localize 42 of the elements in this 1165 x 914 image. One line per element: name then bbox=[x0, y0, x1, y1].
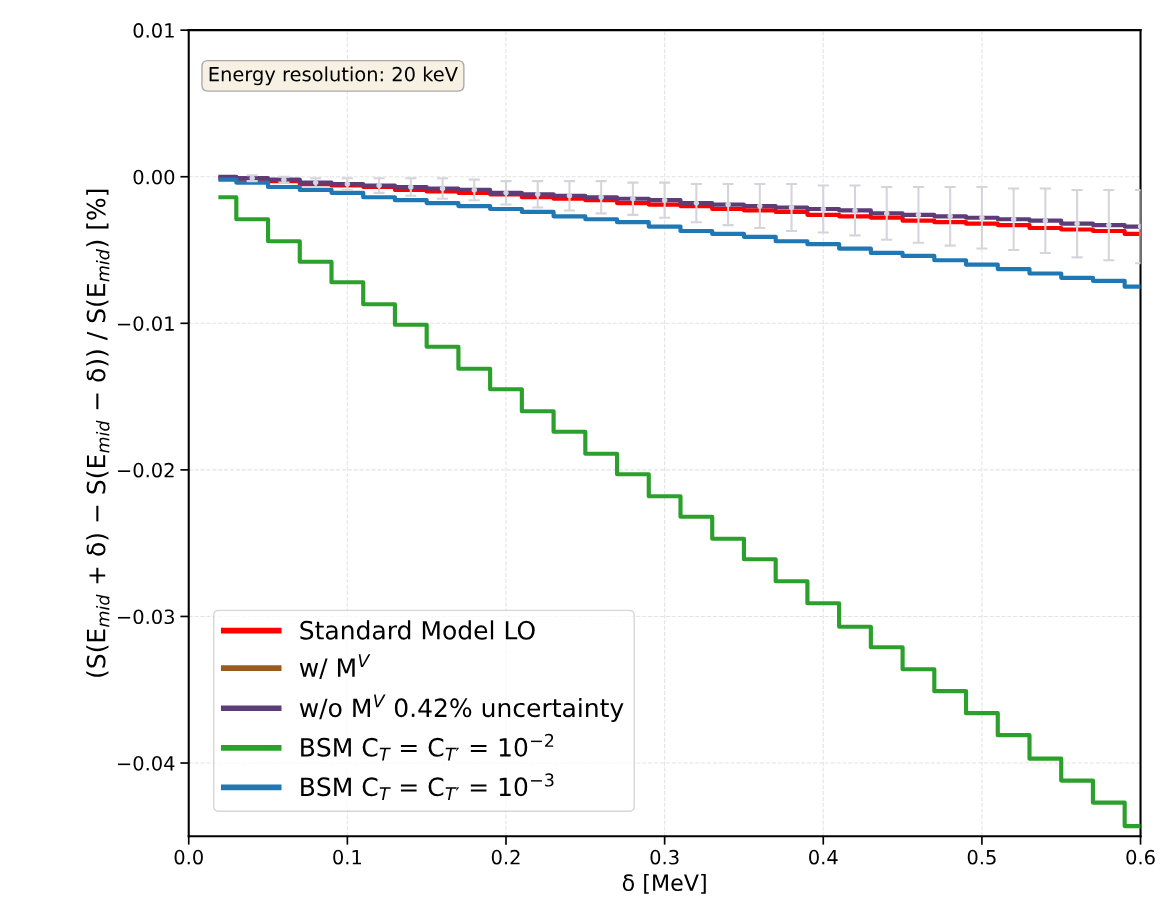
x-tick-label: 0.0 bbox=[174, 849, 203, 865]
y-tick-label: 0.00 bbox=[133, 169, 175, 185]
point bbox=[534, 191, 541, 198]
point bbox=[788, 204, 795, 211]
point bbox=[376, 182, 382, 189]
point bbox=[1042, 217, 1049, 224]
legend-label: BSM C$_{T}$ = C$_{T′}$ = 10$^{−3}$ bbox=[301, 773, 554, 801]
legend-label: w/o M$^{V}$ 0.42% uncertainty bbox=[299, 694, 624, 723]
point bbox=[408, 184, 414, 190]
point bbox=[1074, 220, 1080, 227]
x-tick-label: 0.6 bbox=[1126, 849, 1155, 865]
point bbox=[471, 187, 478, 193]
x-tick-label: 0.1 bbox=[333, 849, 362, 865]
point bbox=[883, 210, 890, 217]
annotation: Energy resolution: 20 keV bbox=[209, 66, 458, 86]
point bbox=[439, 185, 446, 192]
point bbox=[915, 212, 922, 218]
y-axis-title: (S(E$_{mid}$ + δ) − S(E$_{mid}$ − δ)) / S(E$_{mid}$) [%] bbox=[86, 189, 110, 677]
point bbox=[820, 206, 827, 212]
point bbox=[725, 201, 731, 208]
x-tick-label: 0.5 bbox=[967, 849, 996, 865]
y-tick-label: −0.01 bbox=[118, 316, 174, 331]
legend-label: w/ M$^{V}$ bbox=[299, 654, 371, 680]
point bbox=[503, 190, 509, 196]
point bbox=[661, 197, 668, 203]
x-tick-label: 0.3 bbox=[650, 849, 679, 865]
point bbox=[1106, 222, 1112, 228]
point bbox=[598, 194, 604, 201]
point bbox=[947, 213, 953, 220]
legend-label: BSM C$_{T}$ = C$_{T′}$ = 10$^{−2}$ bbox=[301, 733, 554, 761]
x-axis-title: δ [MeV] bbox=[622, 873, 706, 894]
point bbox=[566, 193, 573, 199]
legend-label: Standard Model LO bbox=[300, 620, 535, 640]
point bbox=[757, 203, 763, 209]
y-tick-label: 0.01 bbox=[133, 23, 174, 38]
x-tick-label: 0.4 bbox=[809, 849, 838, 865]
y-tick-label: −0.04 bbox=[118, 755, 175, 771]
x-tick-label: 0.2 bbox=[491, 849, 520, 865]
point bbox=[693, 200, 700, 206]
point bbox=[852, 207, 858, 214]
y-tick-label: −0.03 bbox=[118, 609, 174, 625]
y-tick-label: −0.02 bbox=[118, 462, 174, 478]
